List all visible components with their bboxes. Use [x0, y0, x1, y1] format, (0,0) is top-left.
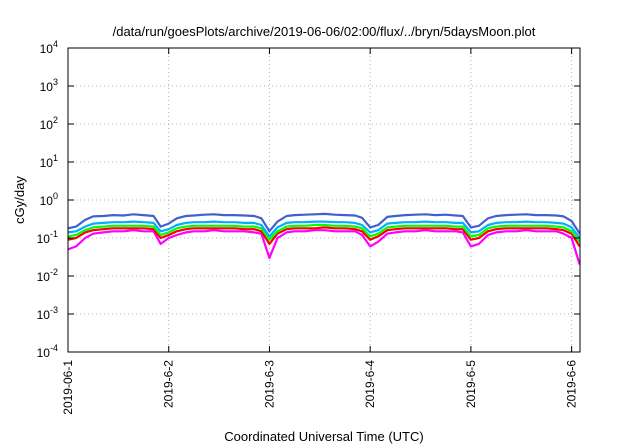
data-series-line	[67, 223, 581, 243]
data-series-line	[67, 226, 581, 247]
series-group	[67, 212, 581, 265]
data-series-line	[67, 220, 581, 239]
y-tick-label: 101	[40, 153, 58, 170]
x-tick-label: 2019-6-6	[565, 360, 579, 408]
y-tick-label: 10-4	[37, 343, 58, 360]
y-tick-label: 104	[40, 39, 58, 56]
data-series-line	[67, 229, 581, 265]
y-tick-label: 100	[40, 191, 58, 208]
y-tick-label: 103	[40, 77, 58, 94]
x-tick-label: 2019-6-2	[162, 360, 176, 408]
x-tick-label: 2019-06-1	[61, 360, 75, 415]
y-tick-label: 10-1	[37, 229, 58, 246]
data-series-line	[67, 212, 581, 235]
x-ticks: 2019-06-1 2019-6-2 2019-6-3 2019-6-4 2019-6-…	[61, 48, 579, 415]
y-tick-label: 102	[40, 115, 58, 132]
grid-lines	[68, 48, 580, 352]
x-tick-label: 2019-6-4	[363, 360, 377, 408]
y-tick-label: 10-2	[37, 267, 58, 284]
y-ticks: 10-4 10-3 10-2 10-1 100 101 102 103 104	[37, 39, 580, 360]
x-axis-label: Coordinated Universal Time (UTC)	[224, 429, 423, 444]
y-axis-label: cGy/day	[12, 176, 27, 224]
y-tick-label: 10-3	[37, 305, 58, 322]
chart-title: /data/run/goesPlots/archive/2019-06-06/0…	[113, 24, 536, 39]
x-tick-label: 2019-6-3	[262, 360, 276, 408]
x-tick-label: 2019-6-5	[464, 360, 478, 408]
